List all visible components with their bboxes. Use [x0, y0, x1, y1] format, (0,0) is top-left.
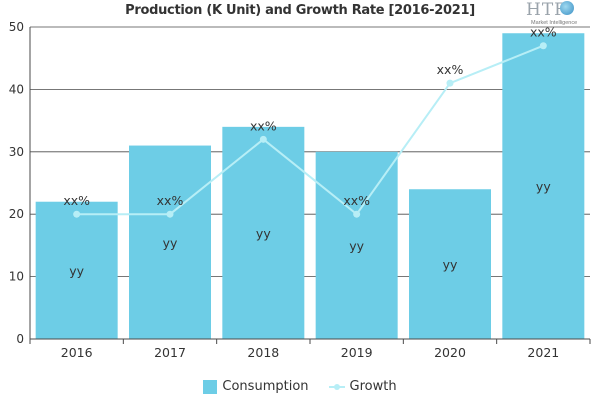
legend-label-growth: Growth: [349, 379, 397, 394]
growth-data-label: xx%: [343, 193, 370, 208]
growth-data-label: xx%: [437, 62, 464, 77]
logo-text: HTF: [526, 0, 567, 20]
growth-line: [76, 44, 544, 216]
bar-consumption-2017[interactable]: [129, 145, 211, 339]
x-tick-label: 2020: [434, 345, 466, 360]
legend-item-growth[interactable]: Growth: [328, 379, 397, 394]
y-tick-label: 10: [9, 270, 24, 284]
y-tick-label: 20: [9, 207, 24, 221]
bar-consumption-2019[interactable]: [315, 151, 398, 339]
growth-data-label: xx%: [530, 25, 557, 40]
legend-item-consumption[interactable]: Consumption: [203, 379, 309, 394]
bar-consumption-2016[interactable]: [35, 201, 118, 339]
growth-data-label: xx%: [157, 193, 184, 208]
bar-data-label: yy: [443, 257, 458, 272]
bar-data-label: yy: [69, 263, 84, 278]
bar-data-label: yy: [536, 179, 551, 194]
growth-point-2021[interactable]: [539, 42, 547, 50]
globe-icon: [560, 1, 574, 15]
y-tick-label: 0: [16, 332, 24, 346]
bar-data-label: yy: [256, 226, 271, 241]
growth-data-label: xx%: [250, 118, 277, 133]
legend-label-consumption: Consumption: [222, 379, 309, 394]
htf-logo: HTF Market Intelligence: [526, 0, 586, 30]
logo-subtext: Market Intelligence: [531, 20, 578, 26]
x-tick-label: 2018: [247, 345, 279, 360]
bar-data-label: yy: [163, 235, 178, 250]
growth-point-2019[interactable]: [353, 210, 361, 218]
x-tick-label: 2017: [154, 345, 186, 360]
growth-point-2018[interactable]: [259, 135, 267, 143]
legend-swatch-bar: [203, 379, 218, 394]
growth-point-2017[interactable]: [166, 210, 174, 218]
growth-data-label: xx%: [63, 193, 90, 208]
bar-consumption-2021[interactable]: [502, 33, 585, 340]
y-tick-label: 30: [9, 145, 24, 159]
y-tick-label: 40: [9, 82, 24, 96]
y-tick-label: 50: [9, 20, 24, 34]
bar-data-label: yy: [349, 238, 364, 253]
legend-swatch-line: [328, 381, 345, 393]
x-tick-label: 2021: [527, 345, 559, 360]
growth-point-2016[interactable]: [73, 210, 81, 218]
bar-consumption-2020[interactable]: [409, 189, 491, 339]
legend: Consumption Growth: [0, 379, 600, 394]
x-tick-label: 2016: [61, 345, 93, 360]
growth-point-2020[interactable]: [446, 79, 454, 87]
x-tick-label: 2019: [341, 345, 373, 360]
chart-title: Production (K Unit) and Growth Rate [201…: [125, 3, 475, 18]
